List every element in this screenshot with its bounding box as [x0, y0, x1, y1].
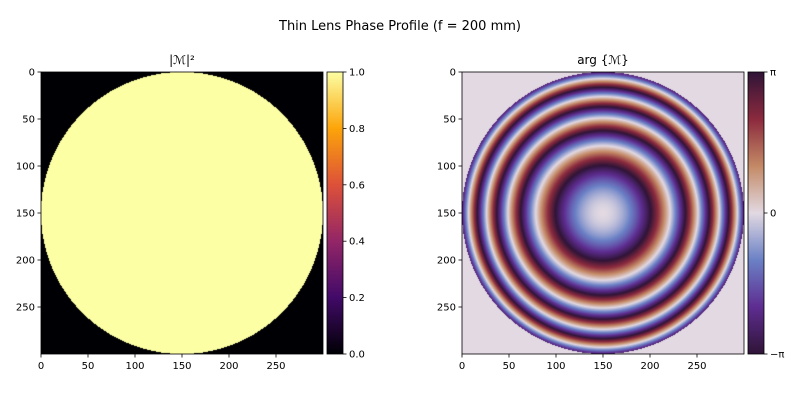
- y-tick-label: 150: [16, 209, 35, 220]
- colorbar-tick-label: 1.0: [349, 68, 365, 79]
- intensity-plot-title: |ℳ|²: [169, 53, 195, 67]
- colorbar-tick-label: π: [770, 68, 776, 79]
- y-tick-label: 100: [437, 162, 456, 173]
- figure-title: Thin Lens Phase Profile (f = 200 mm): [278, 19, 521, 34]
- x-tick-label: 250: [266, 361, 285, 372]
- phase-x-axis: 0 50 100 150 200 250: [459, 354, 707, 372]
- intensity-heatmap: [41, 72, 323, 354]
- x-tick-label: 200: [219, 361, 238, 372]
- intensity-colorbar-ticks: 0.0 0.2 0.4 0.6 0.8 1.0: [343, 68, 365, 361]
- colorbar-tick-label: 0: [770, 209, 776, 220]
- colorbar-tick-label: 0.4: [349, 237, 365, 248]
- intensity-panel: |ℳ|² 0 50 100 150 200 250 0 50 100 150 200 250 0.0…: [16, 53, 365, 372]
- x-tick-label: 150: [593, 361, 612, 372]
- colorbar-tick-label: 0.8: [349, 124, 365, 135]
- colorbar-tick-label: 0.6: [349, 180, 365, 191]
- x-tick-label: 100: [546, 361, 565, 372]
- x-tick-label: 0: [38, 361, 44, 372]
- intensity-x-axis: 0 50 100 150 200 250: [38, 354, 286, 372]
- intensity-colorbar: [327, 72, 343, 354]
- y-tick-label: 150: [437, 209, 456, 220]
- y-tick-label: 50: [22, 115, 35, 126]
- phase-y-axis: 0 50 100 150 200 250: [437, 68, 462, 314]
- x-tick-label: 150: [172, 361, 191, 372]
- y-tick-label: 100: [16, 162, 35, 173]
- y-tick-label: 0: [450, 68, 456, 79]
- x-tick-label: 250: [687, 361, 706, 372]
- y-tick-label: 200: [437, 256, 456, 267]
- x-tick-label: 50: [503, 361, 516, 372]
- x-tick-label: 100: [125, 361, 144, 372]
- phase-colorbar: [748, 72, 764, 354]
- y-tick-label: 50: [443, 115, 456, 126]
- y-tick-label: 0: [29, 68, 35, 79]
- phase-panel: arg {ℳ} 0 50 100 150 200 250 050100150200250 …: [437, 53, 785, 372]
- colorbar-tick-label: −π: [770, 350, 784, 361]
- phase-plot-title: arg {ℳ}: [577, 53, 629, 67]
- phase-heatmap: [462, 72, 744, 354]
- x-tick-label: 200: [640, 361, 659, 372]
- colorbar-tick-label: 0.0: [349, 350, 365, 361]
- y-tick-label: 250: [16, 303, 35, 314]
- colorbar-tick-label: 0.2: [349, 293, 365, 304]
- y-tick-label: 250: [437, 303, 456, 314]
- y-tick-label: 200: [16, 256, 35, 267]
- phase-colorbar-ticks: −π 0 π: [764, 68, 784, 361]
- x-tick-label: 50: [82, 361, 95, 372]
- intensity-y-axis: 0 50 100 150 200 250: [16, 68, 41, 314]
- intensity-colorbar-frame: [326, 71, 344, 355]
- x-tick-label: 0: [459, 361, 465, 372]
